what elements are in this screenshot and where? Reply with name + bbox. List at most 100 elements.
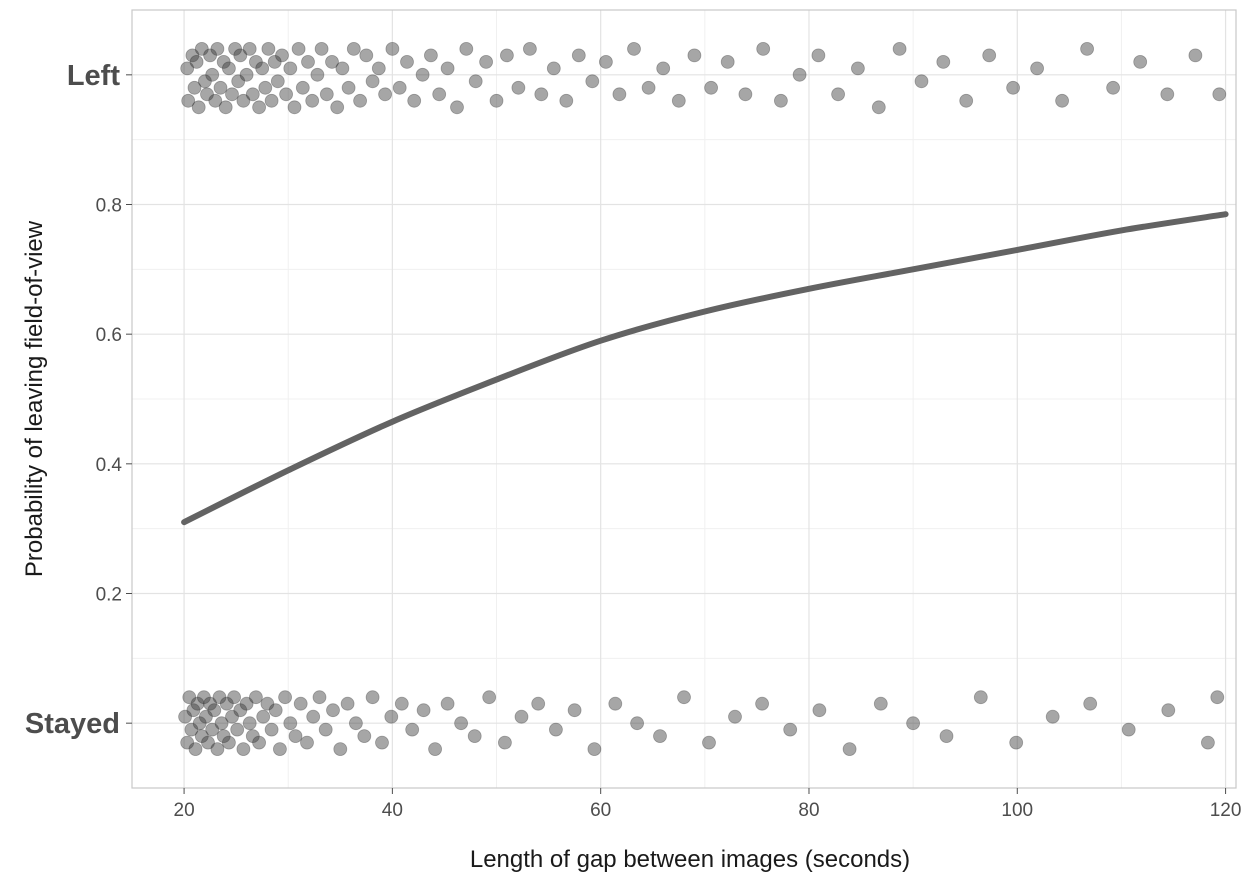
stayed-point [207, 703, 222, 718]
stayed-point [454, 716, 469, 731]
left-point [267, 55, 282, 69]
left-point [385, 42, 400, 56]
left-point [534, 87, 549, 102]
stayed-point [186, 703, 201, 718]
stayed-point [184, 722, 199, 737]
stayed-point [216, 729, 231, 743]
left-point [264, 93, 279, 108]
left-point [231, 74, 246, 89]
left-point [523, 42, 537, 56]
left-point [197, 74, 212, 89]
left-point [585, 74, 600, 89]
left-point [279, 87, 294, 102]
left-point [612, 87, 627, 102]
stayed-point [416, 703, 431, 718]
stayed-point [190, 696, 205, 711]
left-point [559, 93, 574, 108]
stayed-point [549, 722, 563, 737]
x-tick-label: 80 [798, 800, 819, 821]
stayed-point [264, 722, 279, 737]
stayed-point [482, 690, 497, 705]
stayed-point [205, 722, 220, 737]
fitted-curve [181, 211, 1229, 526]
x-tick-label: 100 [1001, 800, 1033, 821]
stayed-point [340, 696, 355, 711]
left-point [228, 42, 243, 56]
left-point [210, 42, 225, 56]
stayed-point [252, 735, 267, 750]
stayed-point [182, 690, 197, 705]
stayed-point [248, 690, 263, 705]
left-point [489, 93, 504, 108]
stayed-point [239, 696, 254, 711]
stayed-point [210, 742, 225, 756]
stayed-point [514, 709, 529, 724]
left-point [371, 61, 386, 76]
left-point [656, 61, 671, 76]
stayed-point [212, 690, 227, 705]
left-point [218, 100, 233, 115]
y-tick-label: 0.4 [96, 455, 123, 476]
left-point [1106, 80, 1120, 95]
left-point [258, 80, 273, 95]
left-point [252, 100, 267, 115]
left-point [892, 42, 907, 56]
stayed-point [256, 709, 271, 724]
stayed-point [1009, 735, 1024, 750]
stayed-point [272, 742, 287, 756]
stayed-point [300, 735, 314, 750]
stayed-point [440, 696, 455, 711]
y-tick-label: 0.6 [96, 325, 122, 346]
left-point [1160, 87, 1175, 102]
y-axis-ticks: 0.2 0.4 0.6 0.8 Left Stayed [25, 60, 132, 740]
y-axis-title: Probability of leaving field-of-view [21, 220, 48, 577]
stayed-point [1210, 690, 1225, 705]
left-point [270, 74, 285, 89]
stayed-point [428, 742, 443, 756]
stayed-point [587, 742, 602, 756]
minor-gridlines [132, 10, 1236, 788]
stayed-point [236, 742, 251, 756]
stayed-point [939, 729, 954, 743]
left-point [208, 93, 223, 108]
left-point [571, 48, 586, 63]
stayed-point [630, 716, 644, 731]
left-point [1006, 80, 1020, 95]
left-point [479, 55, 494, 69]
left-point [468, 74, 483, 89]
left-point [185, 48, 200, 63]
left-point [871, 100, 886, 115]
left-point [359, 48, 374, 63]
stayed-point [242, 716, 257, 731]
left-point [203, 48, 218, 63]
left-point [774, 93, 788, 108]
x-axis-title: Length of gap between images (seconds) [470, 846, 910, 873]
left-point [283, 61, 298, 76]
stayed-point [812, 703, 827, 718]
stayed-point [194, 729, 209, 743]
stayed-point [531, 696, 546, 711]
stayed-point [233, 703, 248, 718]
left-point [1030, 61, 1044, 76]
left-point [671, 93, 686, 108]
stayed-point [260, 696, 275, 711]
stayed-point [278, 690, 293, 705]
x-axis-ticks: 20 40 60 80 100 120 [174, 788, 1241, 821]
stayed-point [201, 735, 215, 750]
left-point [792, 67, 807, 82]
stayed-point [230, 722, 245, 737]
stayed-point [365, 690, 380, 705]
stayed-point [1083, 696, 1098, 711]
left-point [811, 48, 826, 63]
left-point [216, 55, 231, 69]
stayed-point [288, 729, 303, 743]
left-point [378, 87, 393, 102]
left-point [365, 74, 380, 89]
left-point [415, 67, 430, 82]
left-point [851, 61, 865, 76]
stayed-point [198, 709, 213, 724]
left-point [546, 61, 561, 76]
stayed-point [178, 709, 193, 724]
stayed-point [225, 709, 239, 724]
